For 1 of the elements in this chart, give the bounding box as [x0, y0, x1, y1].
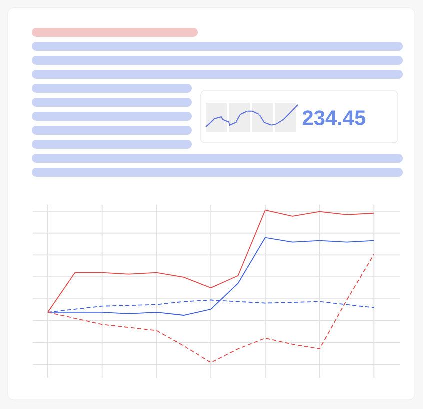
- text: 234.45: [302, 110, 366, 126]
